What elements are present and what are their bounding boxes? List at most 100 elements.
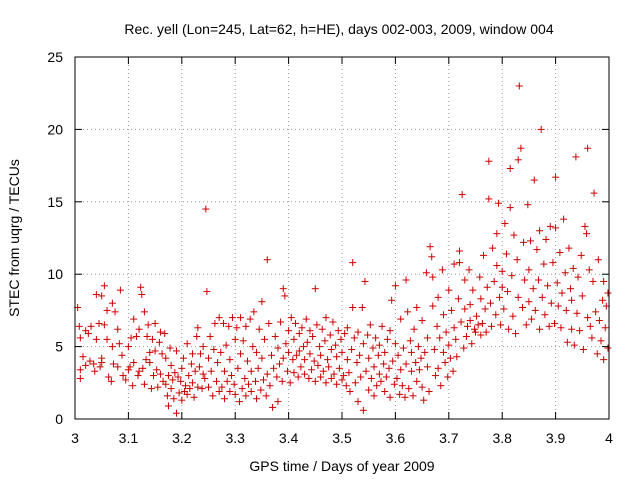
data-point <box>260 376 268 384</box>
data-point <box>417 354 425 362</box>
data-point <box>313 321 321 329</box>
data-point <box>230 380 238 388</box>
data-point <box>527 237 535 245</box>
data-point <box>466 317 474 325</box>
data-point <box>135 325 143 333</box>
data-point <box>444 373 452 381</box>
data-point <box>162 354 170 362</box>
data-point <box>418 383 426 391</box>
data-point <box>553 279 561 287</box>
data-point <box>436 334 444 342</box>
data-point <box>540 260 548 268</box>
data-point <box>348 345 356 353</box>
data-point <box>147 385 155 393</box>
data-point <box>179 354 187 362</box>
data-point <box>163 392 171 400</box>
data-point <box>382 373 390 381</box>
data-point <box>472 328 479 336</box>
data-point <box>522 321 530 329</box>
data-point <box>480 251 488 259</box>
x-tick-label: 3.1 <box>119 430 139 446</box>
data-point <box>293 351 301 359</box>
x-tick-label: 3.5 <box>332 430 352 446</box>
data-point <box>594 256 602 264</box>
data-point <box>330 370 338 378</box>
y-tick-label: 10 <box>47 266 63 282</box>
data-point <box>537 125 545 133</box>
data-point <box>441 359 449 367</box>
data-point <box>274 344 282 352</box>
data-point <box>338 376 346 384</box>
data-point <box>536 325 544 333</box>
data-point <box>569 264 577 272</box>
data-point <box>373 382 381 390</box>
data-point <box>311 377 319 385</box>
data-point <box>365 354 373 362</box>
data-point <box>211 319 219 327</box>
x-tick-labels: 3 3.1 3.2 3.3 3.4 3.5 3.6 3.7 3.8 3.9 4 <box>71 430 613 446</box>
data-point <box>75 322 83 330</box>
data-point <box>238 385 246 393</box>
data-point <box>185 372 193 380</box>
data-point <box>234 364 242 372</box>
data-point <box>149 372 157 380</box>
data-point <box>237 350 245 358</box>
data-point <box>90 360 98 368</box>
data-point <box>119 372 127 380</box>
data-point <box>205 354 212 362</box>
data-point <box>557 324 565 332</box>
data-point <box>164 372 172 380</box>
data-point <box>485 157 493 165</box>
data-point <box>375 341 383 349</box>
data-point <box>380 360 388 368</box>
data-point <box>466 301 474 309</box>
data-point <box>337 335 345 343</box>
data-point <box>455 247 463 255</box>
data-point <box>346 387 354 395</box>
data-point <box>481 305 489 313</box>
data-point <box>367 374 375 382</box>
data-point <box>549 259 557 267</box>
data-point <box>84 330 92 338</box>
data-point <box>469 286 477 294</box>
data-point <box>217 348 225 356</box>
data-point <box>558 289 566 297</box>
data-point <box>297 363 305 371</box>
data-point <box>354 398 362 406</box>
data-point <box>247 387 255 395</box>
data-point <box>433 322 441 330</box>
data-point <box>590 189 598 197</box>
data-point <box>457 318 465 326</box>
data-point <box>508 272 516 280</box>
data-point <box>429 302 437 310</box>
data-point <box>137 283 145 291</box>
data-point <box>434 293 442 301</box>
data-point <box>76 366 84 374</box>
data-point <box>501 220 509 228</box>
data-point <box>375 370 383 378</box>
data-point <box>353 359 361 367</box>
data-point <box>263 256 271 264</box>
data-point <box>257 386 265 394</box>
data-point <box>258 298 266 306</box>
data-point <box>227 372 235 380</box>
data-point <box>455 259 463 267</box>
data-point <box>317 373 325 381</box>
data-point <box>219 319 227 327</box>
data-point <box>493 230 501 238</box>
data-point <box>156 328 164 336</box>
data-point <box>551 319 559 327</box>
data-point <box>374 351 382 359</box>
data-point <box>229 314 237 322</box>
data-point <box>239 337 247 345</box>
data-point <box>241 374 249 382</box>
data-point <box>274 398 282 406</box>
data-point <box>172 347 180 355</box>
data-point <box>396 390 404 398</box>
data-point <box>144 321 152 329</box>
data-point <box>151 319 159 327</box>
data-point <box>483 283 491 291</box>
data-point <box>319 367 327 375</box>
data-point <box>100 282 108 290</box>
data-point <box>402 276 410 284</box>
